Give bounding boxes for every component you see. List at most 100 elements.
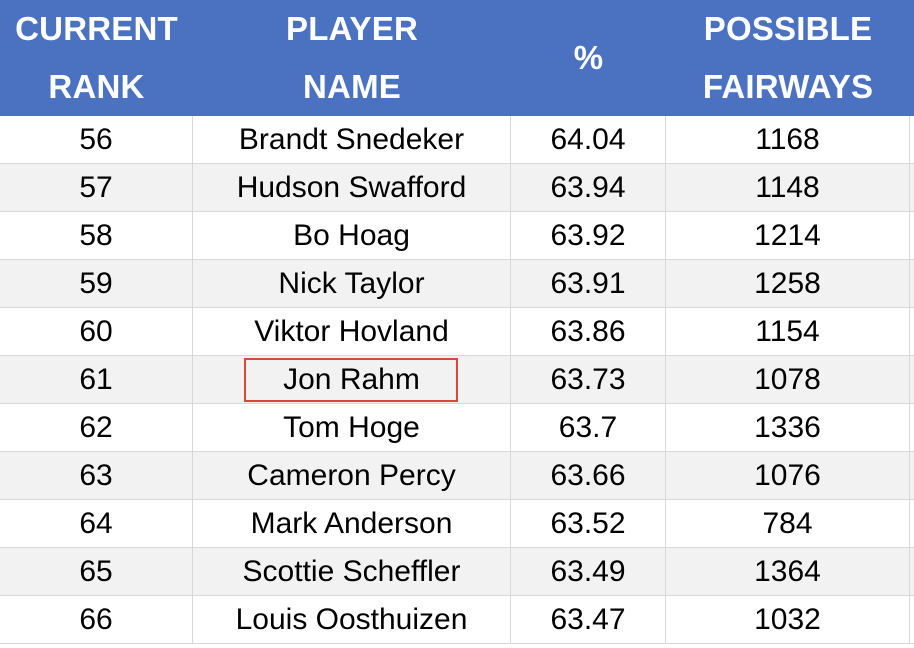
player-name-cell-text: Brandt Snedeker <box>238 122 465 156</box>
player-name-cell-text: Jon Rahm <box>283 362 420 396</box>
fairways-cell-text: 1258 <box>754 266 821 300</box>
edge-cell <box>910 116 914 163</box>
header-player-name[interactable]: PLAYER NAME <box>193 0 511 116</box>
rank-cell[interactable]: 65 <box>0 548 193 595</box>
rank-cell[interactable]: 62 <box>0 404 193 451</box>
percent-cell[interactable]: 63.94 <box>511 164 666 211</box>
header-name-line1: PLAYER <box>285 10 419 47</box>
fairways-cell[interactable]: 1168 <box>666 116 910 163</box>
fairways-cell-text: 1364 <box>754 554 821 588</box>
fairways-cell[interactable]: 1078 <box>666 356 910 403</box>
table-row[interactable]: 61 Jon Rahm 63.73 1078 <box>0 356 914 404</box>
player-name-cell-text: Cameron Percy <box>247 458 456 492</box>
table-row[interactable]: 57 Hudson Swafford 63.94 1148 <box>0 164 914 212</box>
percent-cell[interactable]: 63.52 <box>511 500 666 547</box>
table-body: 56 Brandt Snedeker 64.04 1168 57 Hudson Swaff… <box>0 116 914 644</box>
player-name-cell-text: Bo Hoag <box>293 218 410 252</box>
fairways-cell[interactable]: 1032 <box>666 596 910 643</box>
percent-cell[interactable]: 63.47 <box>511 596 666 643</box>
header-pct-label: % <box>573 39 604 76</box>
rank-cell-text: 57 <box>79 170 113 204</box>
rank-cell[interactable]: 64 <box>0 500 193 547</box>
rank-cell-text: 59 <box>79 266 113 300</box>
rank-cell-text: 61 <box>79 362 113 396</box>
header-name-line2: NAME <box>303 68 401 105</box>
table-row[interactable]: 58 Bo Hoag 63.92 1214 <box>0 212 914 260</box>
percent-cell[interactable]: 63.7 <box>511 404 666 451</box>
percent-cell[interactable]: 63.92 <box>511 212 666 259</box>
rank-cell-text: 58 <box>79 218 113 252</box>
rank-cell[interactable]: 58 <box>0 212 193 259</box>
table-header: CURRENT RANK PLAYER NAME % POSSIBLE FAIR… <box>0 0 914 116</box>
rank-cell[interactable]: 59 <box>0 260 193 307</box>
percent-cell-text: 63.91 <box>550 266 626 300</box>
header-percent[interactable]: % <box>511 0 666 116</box>
fairways-cell[interactable]: 1076 <box>666 452 910 499</box>
fairways-cell-text: 1078 <box>754 362 821 396</box>
table-row[interactable]: 66 Louis Oosthuizen 63.47 1032 <box>0 596 914 644</box>
table-row[interactable]: 65 Scottie Scheffler 63.49 1364 <box>0 548 914 596</box>
player-name-cell-text: Viktor Hovland <box>254 314 449 348</box>
fairways-cell[interactable]: 1154 <box>666 308 910 355</box>
table-row[interactable]: 60 Viktor Hovland 63.86 1154 <box>0 308 914 356</box>
fairways-cell-text: 1154 <box>755 314 820 348</box>
header-current-rank[interactable]: CURRENT RANK <box>0 0 193 116</box>
edge-cell <box>910 548 914 595</box>
player-name-cell[interactable]: Nick Taylor <box>193 260 511 307</box>
percent-cell-text: 63.92 <box>550 218 626 252</box>
header-fair-line1: POSSIBLE <box>703 10 873 47</box>
fairways-cell-text: 1076 <box>754 458 821 492</box>
percent-cell-text: 63.7 <box>558 410 618 444</box>
player-name-cell[interactable]: Cameron Percy <box>193 452 511 499</box>
player-name-cell[interactable]: Jon Rahm <box>193 356 511 403</box>
rank-cell-text: 60 <box>79 314 113 348</box>
percent-cell-text: 63.52 <box>550 506 626 540</box>
fairways-cell[interactable]: 784 <box>666 500 910 547</box>
rank-cell[interactable]: 57 <box>0 164 193 211</box>
player-name-cell-text: Tom Hoge <box>283 410 420 444</box>
rank-cell[interactable]: 61 <box>0 356 193 403</box>
player-name-cell[interactable]: Scottie Scheffler <box>193 548 511 595</box>
player-name-cell[interactable]: Tom Hoge <box>193 404 511 451</box>
header-fair-line2: FAIRWAYS <box>702 68 874 105</box>
table-row[interactable]: 64 Mark Anderson 63.52 784 <box>0 500 914 548</box>
rank-cell[interactable]: 66 <box>0 596 193 643</box>
rank-cell-text: 62 <box>79 410 113 444</box>
player-name-cell[interactable]: Viktor Hovland <box>193 308 511 355</box>
player-name-cell[interactable]: Louis Oosthuizen <box>193 596 511 643</box>
edge-cell <box>910 452 914 499</box>
player-name-cell[interactable]: Mark Anderson <box>193 500 511 547</box>
player-name-cell[interactable]: Bo Hoag <box>193 212 511 259</box>
player-name-cell[interactable]: Hudson Swafford <box>193 164 511 211</box>
player-name-cell-text: Scottie Scheffler <box>242 554 461 588</box>
rank-cell[interactable]: 56 <box>0 116 193 163</box>
edge-cell <box>910 164 914 211</box>
player-name-cell[interactable]: Brandt Snedeker <box>193 116 511 163</box>
percent-cell[interactable]: 63.49 <box>511 548 666 595</box>
fairways-cell[interactable]: 1148 <box>666 164 910 211</box>
player-name-cell-text: Louis Oosthuizen <box>235 602 468 636</box>
rank-cell[interactable]: 63 <box>0 452 193 499</box>
fairways-cell[interactable]: 1336 <box>666 404 910 451</box>
rank-cell[interactable]: 60 <box>0 308 193 355</box>
fairways-cell[interactable]: 1214 <box>666 212 910 259</box>
fairways-cell-text: 1148 <box>755 170 820 204</box>
percent-cell[interactable]: 63.73 <box>511 356 666 403</box>
percent-cell[interactable]: 63.91 <box>511 260 666 307</box>
percent-cell[interactable]: 63.86 <box>511 308 666 355</box>
edge-cell <box>910 356 914 403</box>
fairways-cell[interactable]: 1258 <box>666 260 910 307</box>
header-rank-line2: RANK <box>48 68 145 105</box>
table-row[interactable]: 63 Cameron Percy 63.66 1076 <box>0 452 914 500</box>
player-name-cell-text: Hudson Swafford <box>236 170 467 204</box>
fairways-cell-text: 1336 <box>754 410 821 444</box>
edge-cell <box>910 596 914 643</box>
rank-cell-text: 63 <box>79 458 113 492</box>
table-row[interactable]: 62 Tom Hoge 63.7 1336 <box>0 404 914 452</box>
table-row[interactable]: 59 Nick Taylor 63.91 1258 <box>0 260 914 308</box>
header-possible-fairways[interactable]: POSSIBLE FAIRWAYS <box>666 0 910 116</box>
percent-cell[interactable]: 63.66 <box>511 452 666 499</box>
percent-cell[interactable]: 64.04 <box>511 116 666 163</box>
fairways-cell[interactable]: 1364 <box>666 548 910 595</box>
table-row[interactable]: 56 Brandt Snedeker 64.04 1168 <box>0 116 914 164</box>
